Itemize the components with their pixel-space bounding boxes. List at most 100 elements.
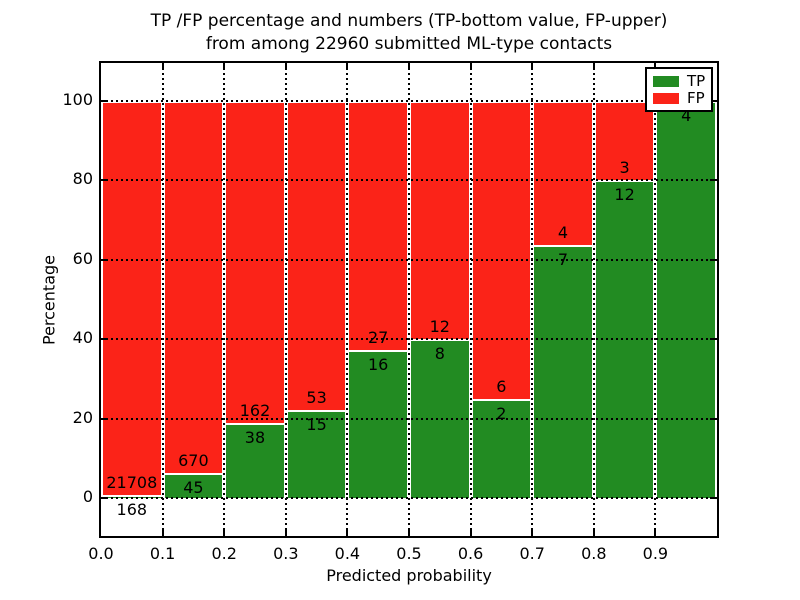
gridline-vertical — [654, 63, 657, 536]
x-tick-label: 0.8 — [581, 544, 607, 563]
tp-count-label: 2 — [496, 403, 507, 423]
legend-label: TP — [687, 72, 706, 90]
y-tick-mark-left — [101, 338, 108, 341]
x-tick-mark-top — [346, 63, 349, 70]
gridline-vertical — [469, 63, 472, 536]
bar-segment-tp — [470, 398, 533, 498]
x-tick-mark-top — [223, 63, 226, 70]
fp-count-label: 27 — [368, 328, 389, 348]
x-tick-mark-bottom — [284, 529, 287, 536]
fp-count-label: 21708 — [106, 472, 158, 492]
x-tick-mark-top — [531, 63, 534, 70]
bar-segment-tp — [532, 245, 594, 498]
x-tick-mark-top — [284, 63, 287, 70]
x-tick-mark-bottom — [654, 529, 657, 536]
bar-segment-tp — [347, 350, 409, 498]
x-tick-label: 0.6 — [457, 544, 484, 563]
tp-count-label: 4 — [681, 106, 692, 125]
x-tick-mark-bottom — [592, 529, 595, 536]
bar-segment-fp — [285, 101, 348, 411]
y-tick-mark-left — [101, 417, 108, 420]
fp-count-label: 670 — [178, 451, 209, 470]
x-tick-mark-bottom — [223, 529, 226, 536]
x-tick-mark-bottom — [469, 529, 472, 536]
tp-count-label: 16 — [368, 355, 389, 375]
tp-count-label: 8 — [434, 344, 445, 364]
y-tick-mark-right — [710, 338, 717, 341]
legend-label: FP — [687, 89, 705, 107]
x-tick-mark-bottom — [161, 529, 164, 536]
x-tick-mark-top — [654, 63, 657, 70]
gridline-vertical — [531, 63, 534, 536]
y-tick-label: 80 — [72, 169, 93, 189]
x-tick-label: 0.0 — [88, 544, 114, 563]
fp-count-label: 12 — [429, 317, 450, 337]
bar-segment-fp — [409, 101, 471, 340]
gridline-vertical — [284, 63, 287, 536]
y-tick-mark-right — [710, 417, 717, 420]
legend-swatch-tp — [653, 76, 679, 87]
gridline-vertical — [346, 63, 349, 536]
y-tick-mark-left — [101, 497, 108, 499]
tp-count-label: 45 — [183, 478, 204, 497]
y-tick-mark-right — [710, 497, 717, 499]
y-tick-label: 0 — [82, 487, 93, 506]
gridline-vertical — [161, 63, 164, 536]
x-tick-label: 0.7 — [519, 544, 545, 563]
x-tick-mark-top — [469, 63, 472, 70]
bar-segment-fp — [101, 101, 163, 495]
x-tick-label: 0.4 — [334, 544, 361, 563]
bar-segment-tp — [224, 422, 286, 498]
chart-title-line2: from among 22960 submitted ML-type conta… — [205, 34, 613, 54]
legend-item: FP — [653, 90, 705, 107]
y-tick-mark-right — [710, 100, 717, 102]
y-tick-mark-left — [101, 179, 108, 182]
gridline-horizontal — [101, 258, 717, 261]
legend-swatch-fp — [653, 93, 679, 104]
x-tick-mark-bottom — [408, 529, 410, 536]
gridline-vertical — [408, 63, 410, 536]
plot-area: 21708 168 670 45 162 38 53 15 27 16 12 8 6 2 4 7 3 12 4 — [99, 61, 719, 538]
y-tick-mark-left — [101, 100, 108, 102]
x-tick-mark-top — [592, 63, 595, 70]
fp-count-label: 3 — [619, 158, 630, 178]
gridline-horizontal — [101, 338, 717, 341]
y-tick-label: 100 — [62, 90, 93, 109]
gridline-vertical — [223, 63, 226, 536]
gridline-vertical — [592, 63, 595, 536]
tp-count-label: 38 — [244, 427, 266, 447]
bar-segment-tp — [655, 101, 717, 498]
x-tick-mark-bottom — [531, 529, 534, 536]
x-tick-label: 0.1 — [149, 544, 176, 563]
bar-segment-fp — [347, 101, 409, 351]
bar-segment-fp — [224, 101, 286, 423]
fp-count-label: 6 — [496, 376, 507, 396]
y-tick-label: 60 — [72, 248, 93, 268]
x-axis-label: Predicted probability — [326, 566, 492, 585]
y-tick-mark-right — [710, 258, 717, 261]
chart-title: TP /FP percentage and numbers (TP-bottom… — [99, 10, 719, 56]
x-tick-label: 0.3 — [273, 544, 299, 563]
tp-count-label: 15 — [306, 415, 327, 435]
fp-count-label: 162 — [239, 400, 271, 420]
x-tick-mark-bottom — [346, 529, 349, 536]
tp-count-label: 12 — [614, 185, 635, 205]
legend: TP FP — [645, 67, 713, 112]
tp-count-label: 7 — [557, 250, 569, 270]
gridline-horizontal — [101, 179, 717, 182]
y-tick-label: 40 — [72, 328, 93, 348]
x-tick-mark-top — [408, 63, 410, 70]
x-tick-mark-top — [161, 63, 164, 70]
gridline-horizontal — [101, 497, 717, 499]
gridline-horizontal — [101, 100, 717, 102]
y-tick-label: 20 — [72, 407, 93, 427]
gridline-horizontal — [101, 417, 717, 420]
y-tick-mark-left — [101, 258, 108, 261]
x-tick-label: 0.9 — [642, 544, 669, 563]
fp-count-label: 53 — [306, 388, 327, 408]
tp-count-label: 168 — [116, 499, 148, 519]
x-tick-label: 0.2 — [211, 544, 237, 563]
fp-count-label: 4 — [557, 223, 569, 243]
x-tick-label: 0.5 — [396, 544, 422, 563]
